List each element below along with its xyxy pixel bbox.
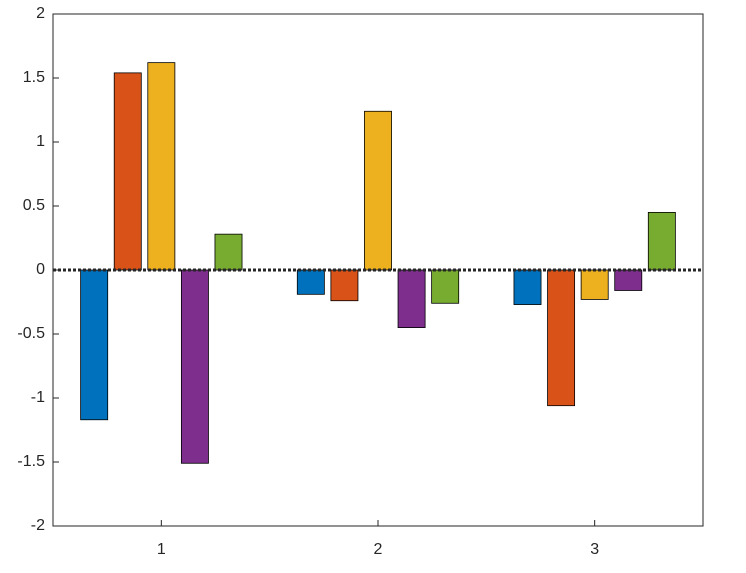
bar	[214, 233, 243, 271]
x-tick-label: 2	[374, 541, 383, 558]
y-tick-label: -2	[31, 517, 45, 534]
bar	[580, 269, 609, 300]
y-tick-label: -1.5	[17, 453, 45, 470]
bar	[180, 269, 209, 464]
bar	[513, 269, 542, 305]
y-tick-label: 0.5	[23, 197, 45, 214]
bar	[614, 269, 643, 291]
y-tick-label: 0	[36, 261, 45, 278]
y-tick-label: -1	[31, 389, 45, 406]
bar	[364, 110, 392, 271]
bar	[647, 211, 676, 271]
bar	[397, 269, 426, 328]
bar	[113, 72, 142, 271]
x-tick-label: 3	[590, 541, 599, 558]
bar	[330, 269, 359, 302]
bar	[431, 269, 460, 304]
y-tick-label: 1	[36, 133, 45, 150]
bar	[547, 269, 576, 407]
x-tick-label: 1	[157, 541, 166, 558]
y-tick-label: 2	[36, 5, 45, 22]
bar	[80, 269, 109, 421]
bar	[147, 62, 176, 271]
y-tick-label: 1.5	[23, 69, 45, 86]
bar	[296, 269, 325, 295]
y-tick-label: -0.5	[17, 325, 45, 342]
